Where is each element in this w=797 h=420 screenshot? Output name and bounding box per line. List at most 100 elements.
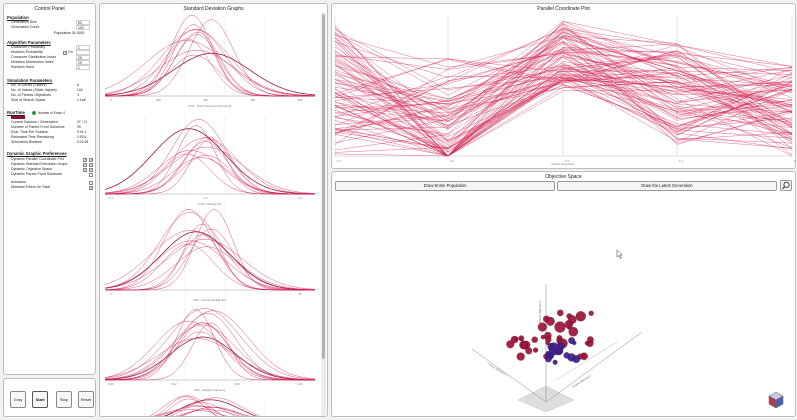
mutation-distribution-row: Mutation Distribution Index 20 <box>11 60 91 65</box>
parallel-axis-label: Fitness Objectives <box>552 162 575 166</box>
generation-size-input[interactable]: 50 <box>76 20 90 25</box>
stddev-graph-2: POS - Glazing (%) 0.1 0.2 0.3 <box>104 116 316 206</box>
stddev-pref-row: Dynamic Standard Deviation Graph ✓ ✓ <box>11 162 93 167</box>
draw-entire-population-button[interactable]: Draw Entire Population <box>335 181 555 191</box>
generation-count-row: Generation Count 100 <box>11 25 91 30</box>
objective-pref-checkbox-b[interactable]: ✓ <box>89 167 93 172</box>
stddev-pref-checkbox-a[interactable]: ✓ <box>83 162 87 167</box>
control-panel-title: Control Panel <box>34 6 65 12</box>
stddev-curve <box>104 52 316 96</box>
objective-space-canvas: Fitness Objective 3 Fitness Objective 1 Fi… <box>471 249 784 413</box>
zoom-button[interactable] <box>780 180 792 191</box>
stddev-curve <box>180 406 248 416</box>
stddev-curve <box>105 119 315 195</box>
parallel-tick-label: 0.5 <box>794 159 795 163</box>
objectives-label: No. of Fitness Objectives <box>11 93 51 97</box>
remaining-time-label: Estimated Time Remaining <box>11 135 54 139</box>
parallel-line <box>334 73 793 136</box>
stddev-curve <box>159 398 218 416</box>
parallel-line <box>334 81 793 157</box>
start-button[interactable]: Start <box>32 391 48 408</box>
objective-axis-x-label: Fitness Objective 1 <box>487 361 508 377</box>
stop-button[interactable]: Stop <box>56 391 72 408</box>
parallel-coordinate-title: Parallel Coordinate Plot <box>537 6 590 12</box>
objective-sphere-red <box>518 335 525 342</box>
stddev-curve <box>105 154 315 195</box>
objective-sphere-blue <box>544 355 552 363</box>
objective-sphere-blue <box>552 359 558 365</box>
objective-sphere-red <box>545 316 555 326</box>
mutation-distribution-input[interactable]: 20 <box>76 60 90 65</box>
parallel-line <box>334 48 793 128</box>
crossover-probability-label: Crossover Probability <box>11 45 46 49</box>
mutation-probability-input[interactable] <box>76 50 90 55</box>
pareto-pref-checkbox[interactable] <box>89 172 93 177</box>
parallel-line <box>334 28 793 136</box>
parallel-pref-checkbox-b[interactable]: ✓ <box>89 157 93 162</box>
objective-pref-row: Dynamic Objective Space ✓ ✓ <box>11 167 93 172</box>
stddev-scrollbar[interactable] <box>321 12 326 416</box>
pareto-count-row: Number of Pareto Front Solutions 39 <box>11 125 91 130</box>
parallel-line <box>334 76 793 150</box>
stddev-curve <box>105 223 315 291</box>
parallel-line <box>334 67 793 153</box>
objective-sphere-red <box>540 334 546 340</box>
stddev-tick-label: 0.02 <box>171 382 177 386</box>
reset-button[interactable]: Reset <box>78 391 94 408</box>
parallel-tick-label: 0.1 <box>337 159 341 163</box>
stddev-tick-label: 0.01 <box>108 382 114 386</box>
stddev-pref-label: Dynamic Standard Deviation Graph <box>11 162 68 166</box>
stddev-graphs-title: Standard Deviation Graphs <box>183 6 244 12</box>
draw-latest-generation-button[interactable]: Draw the Latest Generation <box>557 181 777 191</box>
objective-pref-checkbox-a[interactable]: ✓ <box>83 167 87 172</box>
stddev-curve <box>104 230 315 290</box>
parallel-line <box>334 24 793 153</box>
minimize-rhino-checkbox[interactable]: ✓ <box>89 185 93 190</box>
parallel-line <box>334 25 793 150</box>
random-seed-input[interactable]: 1 <box>76 65 90 70</box>
parallel-line <box>334 69 793 121</box>
stddev-curve <box>155 396 217 416</box>
view-cube-icon[interactable] <box>768 391 784 409</box>
objective-sphere-red <box>537 322 547 332</box>
stddev-axis-label: POS - Glazing (%) <box>198 202 221 206</box>
parallel-line <box>334 28 793 142</box>
stddev-curve <box>105 24 315 97</box>
stddev-axis-label: SDA - Annual Sunlight Exp <box>193 298 227 302</box>
autosave-checkbox[interactable] <box>89 180 93 185</box>
objective-sphere-blue <box>549 342 559 352</box>
parallel-line <box>334 20 793 112</box>
parallel-pref-checkbox-a[interactable]: ✓ <box>83 157 87 162</box>
mutation-one-over-n-checkbox[interactable]: ✓ <box>63 50 67 55</box>
parallel-line <box>334 64 793 117</box>
stddev-pref-checkbox-b[interactable]: ✓ <box>89 162 93 167</box>
mutation-probability-row: Mutation Probability ✓ 1/n <box>11 50 91 55</box>
autosave-row: Autosave <box>11 180 93 185</box>
objective-sphere-red <box>531 336 538 343</box>
parallel-line <box>334 51 793 126</box>
crossover-distribution-input[interactable]: 20 <box>76 55 90 60</box>
stddev-tick-label: 0.03 <box>234 382 240 386</box>
stddev-curve <box>104 50 315 96</box>
generation-count-label: Generation Count <box>11 25 40 29</box>
values-row: No. of Values (Slider Values) 100 <box>11 88 91 93</box>
gray-button[interactable]: Gray <box>10 391 26 408</box>
simulation-runtime-row: Simulation Runtime 0:22:28 <box>11 140 91 145</box>
mouse-cursor-icon <box>616 249 624 259</box>
parallel-tick-label: 0.2 <box>450 159 454 163</box>
parallel-line <box>334 66 793 102</box>
stddev-curve <box>105 34 315 97</box>
population-size-row: Population Size 5000 <box>11 31 91 36</box>
stddev-curve <box>105 228 315 291</box>
stddev-curve <box>105 322 315 381</box>
objective-sphere-red <box>584 340 590 346</box>
stddev-curve <box>104 146 316 194</box>
autosave-label: Autosave <box>11 180 26 184</box>
current-solution-row: Current Solution / Generation 37 / 11 <box>11 120 91 125</box>
crossover-probability-input[interactable]: 1 <box>76 45 90 50</box>
stddev-scrollbar-thumb[interactable] <box>322 14 325 359</box>
generation-count-input[interactable]: 100 <box>76 25 90 30</box>
parallel-tick-label: 0.3 <box>565 159 569 163</box>
search-space-label: Size of Search Space <box>11 98 46 102</box>
runtime-legend-dot-icon <box>32 111 36 115</box>
